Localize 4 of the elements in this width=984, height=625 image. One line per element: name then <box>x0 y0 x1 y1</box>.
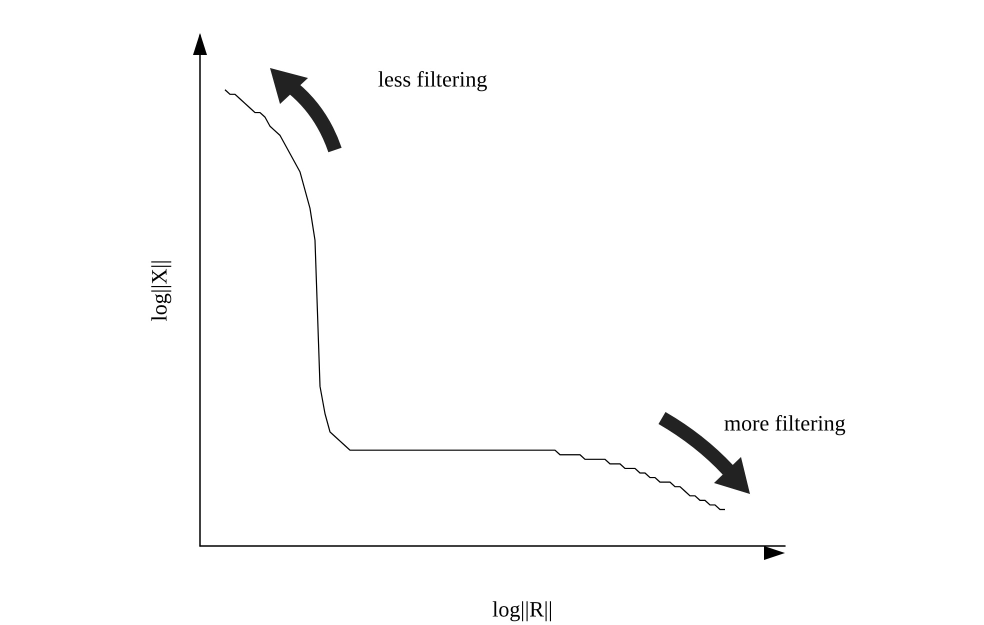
annotation: more filtering <box>724 410 846 436</box>
annotation: less filtering <box>378 66 488 92</box>
x-axis-title: log||R|| <box>492 596 553 622</box>
y-axis-title: log||X|| <box>146 260 172 322</box>
